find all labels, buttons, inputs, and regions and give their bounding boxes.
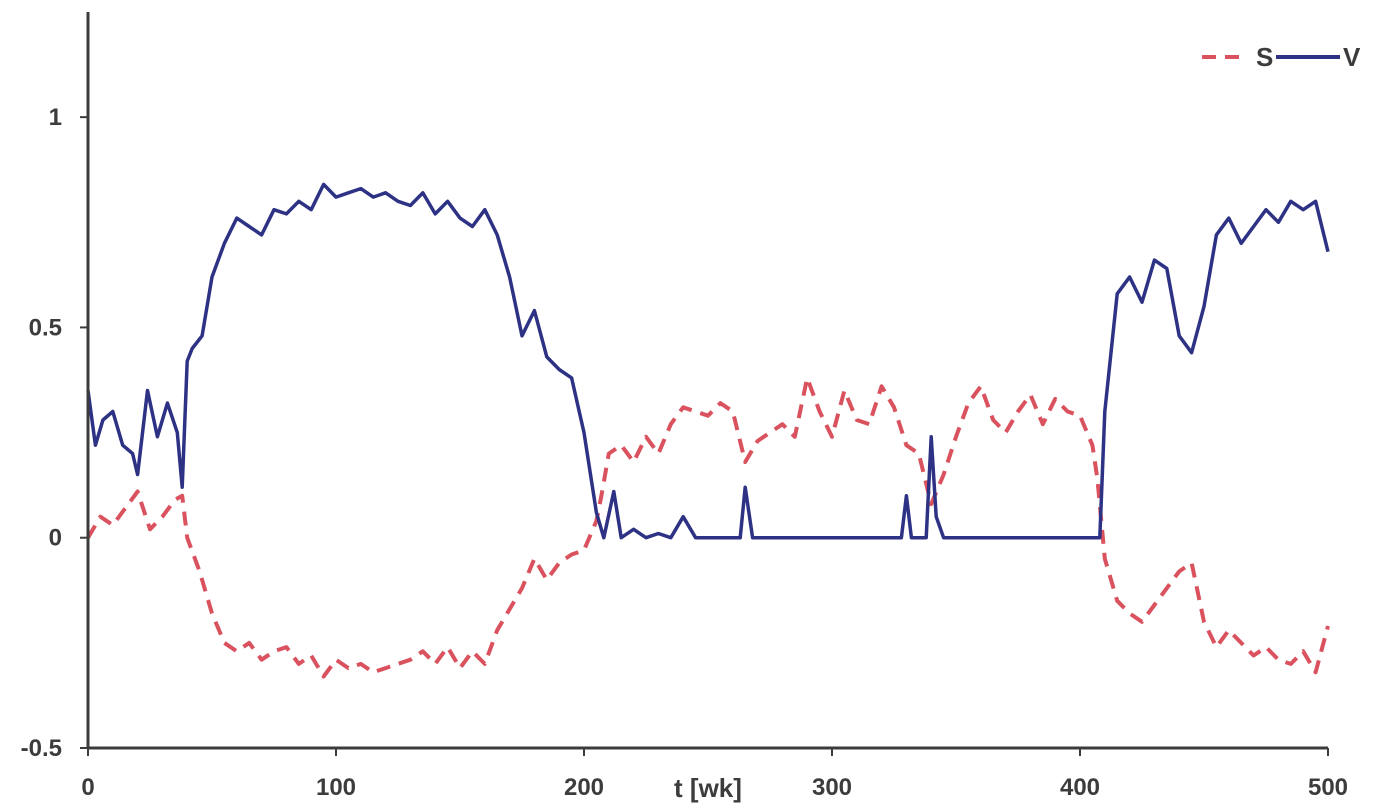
y-tick-label: 0.5 <box>29 314 62 341</box>
ticks: 0 100 200 300 400 500 -0.5 0 0.5 1 <box>21 104 1348 801</box>
x-tick-label: 400 <box>1060 774 1100 801</box>
x-axis-title: t [wk] <box>674 773 742 803</box>
series-line-v <box>86 182 1330 540</box>
series-line-s <box>86 375 1330 679</box>
x-tick-label: 0 <box>81 774 94 801</box>
legend-label-v: V <box>1343 42 1361 72</box>
y-tick-label: 1 <box>49 104 62 131</box>
x-tick-label: 100 <box>316 774 356 801</box>
legend-label-s: S <box>1256 42 1273 72</box>
x-tick-label: 200 <box>564 774 604 801</box>
plot-lines <box>86 182 1330 679</box>
x-tick-label: 300 <box>812 774 852 801</box>
axes <box>86 12 1328 750</box>
y-tick-label: -0.5 <box>21 735 62 762</box>
y-tick-label: 0 <box>49 525 62 552</box>
x-tick-label: 500 <box>1308 774 1348 801</box>
